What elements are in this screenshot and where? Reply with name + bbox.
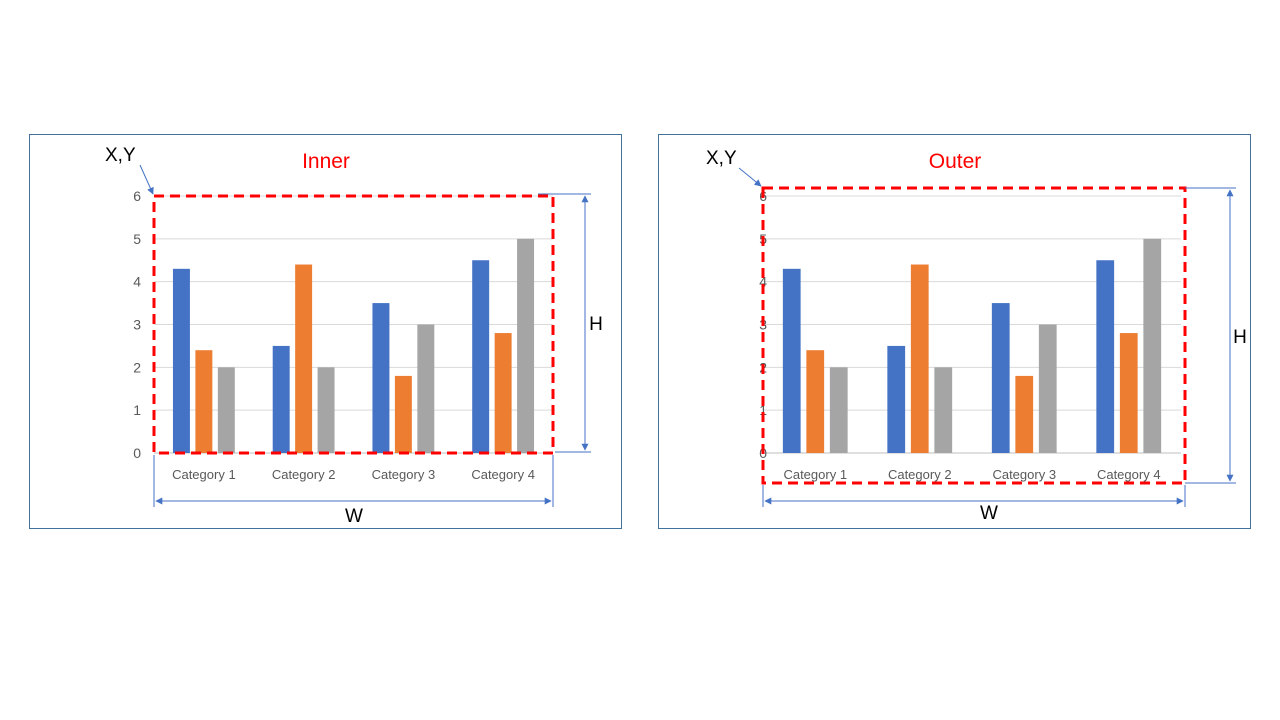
y-tick-label: 1 [133, 402, 141, 418]
inner-chart-panel: 0 1 2 3 4 5 6 Category 1 Category 2 Category 3 Cat… [29, 134, 622, 529]
bar-series-3-3 [1038, 324, 1057, 453]
height-label: H [589, 314, 603, 335]
bar-series-2-3 [394, 375, 412, 453]
width-label: W [345, 506, 363, 527]
bar-series-2-2 [295, 264, 313, 453]
y-tick-label: 0 [133, 445, 141, 461]
bar-series-2-3 [1015, 375, 1034, 453]
bar-series-3-3 [417, 324, 435, 453]
category-label: Category 4 [471, 467, 535, 482]
bar-series-1-1 [172, 268, 190, 453]
bar-series-1-1 [782, 268, 801, 453]
category-label: Category 3 [992, 467, 1056, 482]
category-label: Category 4 [1097, 467, 1161, 482]
outer-chart-panel: 0 1 2 3 4 5 6 Category 1 Category 2 Category 3 Cat… [658, 134, 1251, 529]
bar-series-1-3 [372, 303, 390, 453]
bar-series-1-2 [887, 345, 906, 453]
origin-label: X,Y [105, 145, 136, 166]
bar-series-3-4 [1143, 238, 1162, 453]
bar-series-1-4 [1096, 260, 1115, 453]
panel-title: Outer [929, 150, 982, 173]
outer-chart-area-outline [761, 186, 1187, 485]
bar-series-1-4 [472, 260, 490, 453]
bar-series-3-1 [217, 367, 235, 453]
bar-series-2-1 [806, 350, 825, 453]
bar-series-1-2 [272, 345, 290, 453]
height-label: H [1233, 327, 1247, 348]
bar-series-2-1 [195, 350, 213, 453]
y-tick-label: 1 [759, 402, 767, 418]
bar-series-2-4 [1119, 333, 1138, 453]
origin-arrow [738, 167, 762, 187]
y-tick-label: 4 [133, 274, 141, 290]
category-label: Category 2 [272, 467, 336, 482]
origin-arrow [139, 164, 154, 195]
category-label: Category 1 [172, 467, 236, 482]
inner-plot-area-outline [152, 194, 555, 455]
width-label: W [980, 503, 998, 524]
bar-series-2-2 [910, 264, 929, 453]
bar-series-3-2 [317, 367, 335, 453]
bar-series-1-3 [991, 303, 1010, 453]
inner-plot-area: 0 1 2 3 4 5 6 Category 1 Category 2 Category 3 Cat… [133, 188, 553, 482]
inner-chart-svg: 0 1 2 3 4 5 6 Category 1 Category 2 Category 3 Cat… [105, 145, 603, 527]
y-tick-label: 3 [133, 317, 141, 333]
bar-series-3-4 [517, 238, 535, 453]
bar-series-3-1 [829, 367, 848, 453]
y-tick-label: 2 [133, 359, 141, 375]
panel-title: Inner [302, 150, 350, 173]
y-tick-label: 5 [133, 231, 141, 247]
category-label: Category 3 [372, 467, 436, 482]
category-label: Category 2 [888, 467, 952, 482]
y-tick-label: 6 [133, 188, 141, 204]
category-label: Category 1 [783, 467, 847, 482]
y-tick-label: 4 [759, 274, 767, 290]
bar-series-2-4 [494, 333, 512, 453]
bar-series-3-2 [934, 367, 953, 453]
origin-label: X,Y [706, 148, 737, 169]
